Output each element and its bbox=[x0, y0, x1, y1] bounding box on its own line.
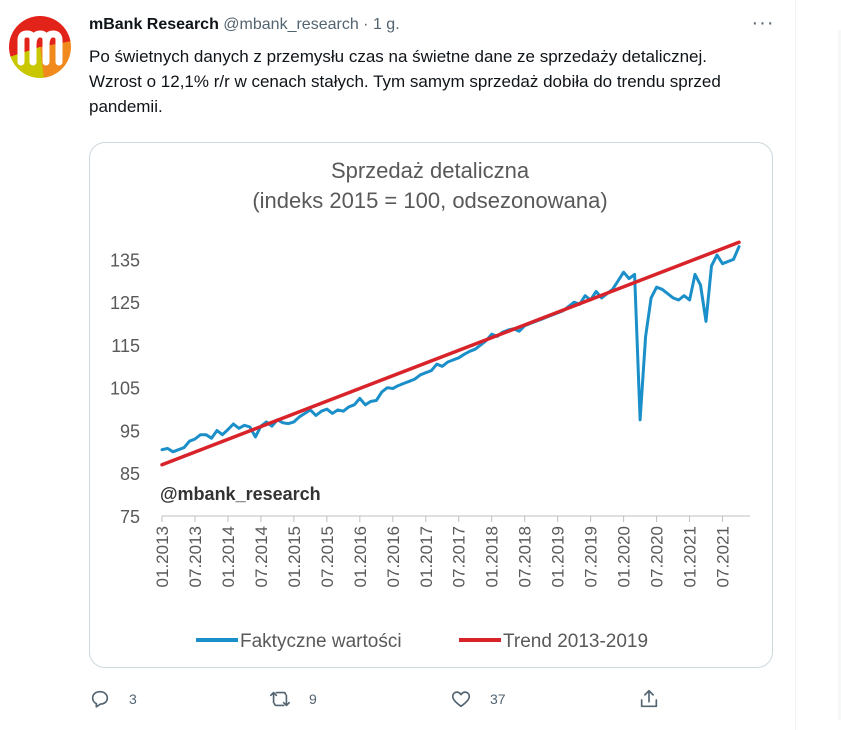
tweet-header: mBank Research @mbank_research · 1 g. bbox=[89, 16, 400, 34]
legend-label-trend: Trend 2013-2019 bbox=[503, 631, 648, 652]
reply-button[interactable]: 3 bbox=[89, 682, 137, 716]
more-icon[interactable]: ··· bbox=[751, 12, 775, 34]
legend-label-actual: Faktyczne wartości bbox=[240, 631, 402, 652]
author-handle[interactable]: @mbank_research bbox=[223, 16, 359, 33]
column-divider bbox=[795, 0, 796, 730]
x-tick-label: 07.2014 bbox=[252, 526, 271, 587]
x-tick-label: 07.2017 bbox=[450, 526, 469, 587]
x-tick-label: 07.2018 bbox=[516, 526, 535, 587]
mbank-logo-icon bbox=[17, 30, 63, 66]
x-tick-label: 07.2019 bbox=[582, 526, 601, 587]
x-tick-label: 01.2015 bbox=[285, 526, 304, 587]
y-tick-label: 105 bbox=[110, 379, 140, 399]
retweet-button[interactable]: 9 bbox=[269, 682, 317, 716]
retweet-icon bbox=[270, 691, 290, 707]
like-count: 37 bbox=[490, 691, 506, 707]
author-name[interactable]: mBank Research bbox=[89, 16, 219, 33]
y-tick-label: 95 bbox=[120, 421, 140, 441]
tweet[interactable]: mBank Research @mbank_research · 1 g. ··… bbox=[0, 0, 795, 730]
retweet-count: 9 bbox=[309, 691, 317, 707]
reply-icon bbox=[91, 690, 109, 708]
tweet-media[interactable]: Sprzedaż detaliczna (indeks 2015 = 100, … bbox=[89, 142, 773, 668]
tweet-actions: 3 9 37 bbox=[89, 682, 689, 716]
reply-count: 3 bbox=[129, 691, 137, 707]
x-tick-label: 01.2020 bbox=[615, 526, 634, 587]
x-tick-label: 01.2018 bbox=[483, 526, 502, 587]
share-button[interactable] bbox=[638, 682, 660, 716]
series-line-actual bbox=[160, 245, 741, 454]
y-tick-label: 135 bbox=[110, 250, 140, 270]
separator-dot: · bbox=[363, 16, 369, 33]
right-panel-edge bbox=[838, 30, 841, 720]
x-tick-label: 01.2017 bbox=[417, 526, 436, 587]
x-tick-label: 01.2014 bbox=[219, 526, 238, 587]
chart-title: Sprzedaż detaliczna bbox=[331, 158, 530, 183]
y-tick-label: 115 bbox=[111, 336, 140, 356]
share-icon bbox=[640, 689, 658, 708]
tweet-text: Po świetnych danych z przemysłu czas na … bbox=[89, 47, 721, 116]
retail-sales-chart: Sprzedaż detaliczna (indeks 2015 = 100, … bbox=[110, 158, 750, 652]
x-tick-label: 07.2015 bbox=[318, 526, 337, 587]
y-tick-label: 75 bbox=[120, 507, 140, 527]
chart-subtitle: (indeks 2015 = 100, odsezonowana) bbox=[252, 188, 607, 213]
x-tick-label: 07.2020 bbox=[648, 526, 667, 587]
like-button[interactable]: 37 bbox=[450, 682, 506, 716]
chart-legend: Faktyczne wartości Trend 2013-2019 bbox=[196, 631, 648, 652]
x-tick-label: 01.2021 bbox=[681, 526, 700, 587]
x-tick-label: 07.2013 bbox=[186, 526, 205, 587]
series-line-trend bbox=[160, 240, 741, 467]
y-tick-label: 125 bbox=[110, 293, 140, 313]
x-tick-label: 01.2019 bbox=[549, 526, 568, 587]
y-tick-label: 85 bbox=[120, 464, 140, 484]
avatar[interactable] bbox=[9, 16, 71, 78]
x-tick-label: 07.2016 bbox=[384, 526, 403, 587]
x-tick-label: 01.2013 bbox=[153, 526, 172, 587]
heart-icon bbox=[451, 691, 471, 708]
x-tick-label: 07.2021 bbox=[714, 526, 733, 587]
x-tick-label: 01.2016 bbox=[351, 526, 370, 587]
chart-watermark: @mbank_research bbox=[160, 484, 321, 504]
tweet-time[interactable]: 1 g. bbox=[372, 16, 400, 33]
